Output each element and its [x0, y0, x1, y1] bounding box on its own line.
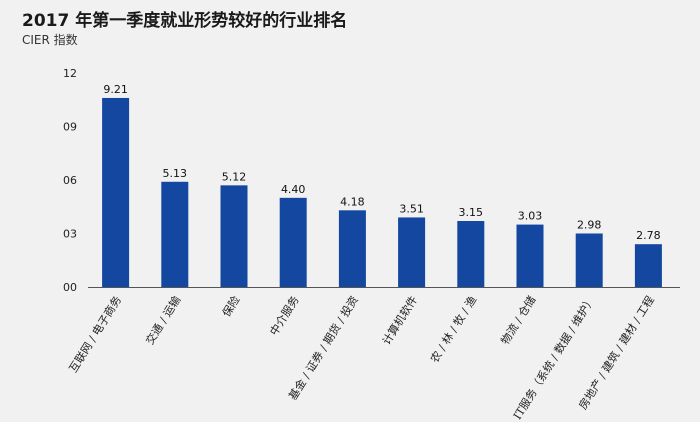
bar-value-label: 9.21 [103, 83, 128, 96]
x-tick-label: 交通 / 运输 [142, 293, 183, 347]
x-tick-label: 基金 / 证券 / 期货 / 投资 [285, 293, 361, 402]
x-tick-label: 物流 / 仓储 [498, 293, 539, 347]
bar [634, 244, 662, 287]
x-tick-label: 中介服务 [267, 294, 301, 338]
chart-title: 2017 年第一季度就业形势较好的行业排名 [22, 11, 348, 31]
bar-value-label: 4.40 [281, 183, 306, 196]
y-tick-label: 12 [63, 67, 77, 80]
bar [457, 221, 485, 287]
x-tick-label: 计算机软件 [379, 293, 420, 347]
bar [102, 97, 130, 287]
bar-value-label: 3.15 [459, 206, 484, 219]
bar-value-label: 3.03 [518, 210, 543, 223]
bar-value-label: 3.51 [399, 202, 424, 215]
bar-value-label: 4.18 [340, 195, 365, 208]
bar-value-label: 5.12 [222, 170, 247, 183]
bar [220, 185, 248, 287]
bar [516, 224, 544, 287]
bar [338, 210, 366, 287]
x-tick-label: 农 / 林 / 牧 / 渔 [427, 293, 479, 365]
bar [161, 181, 189, 287]
bar [398, 217, 426, 287]
y-tick-label: 03 [63, 228, 77, 241]
bar-value-label: 2.98 [577, 219, 602, 232]
chart-subtitle: CIER 指数 [22, 33, 78, 47]
bar-value-label: 2.78 [636, 229, 661, 242]
y-tick-label: 06 [63, 174, 77, 187]
y-tick-label: 00 [63, 281, 77, 294]
x-tick-label: 互联网 / 电子商务 [66, 293, 124, 375]
x-tick-label: 保险 [219, 293, 243, 319]
y-tick-label: 09 [63, 121, 77, 134]
bar [575, 233, 603, 287]
bar [279, 197, 307, 287]
bar-value-label: 5.13 [163, 167, 188, 180]
